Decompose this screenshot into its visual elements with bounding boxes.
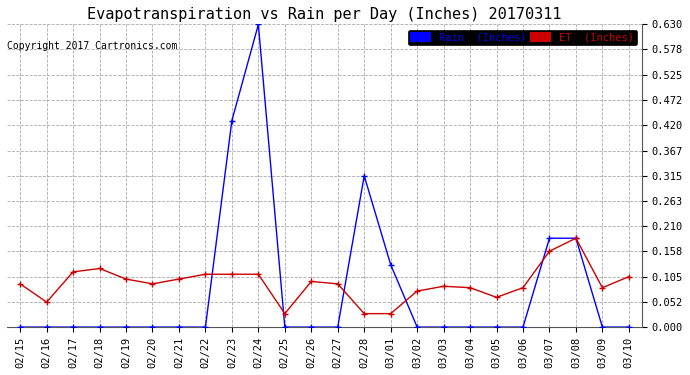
Text: Copyright 2017 Cartronics.com: Copyright 2017 Cartronics.com bbox=[7, 41, 177, 51]
Title: Evapotranspiration vs Rain per Day (Inches) 20170311: Evapotranspiration vs Rain per Day (Inch… bbox=[87, 7, 562, 22]
Legend: Rain  (Inches), ET  (Inches): Rain (Inches), ET (Inches) bbox=[408, 30, 637, 45]
